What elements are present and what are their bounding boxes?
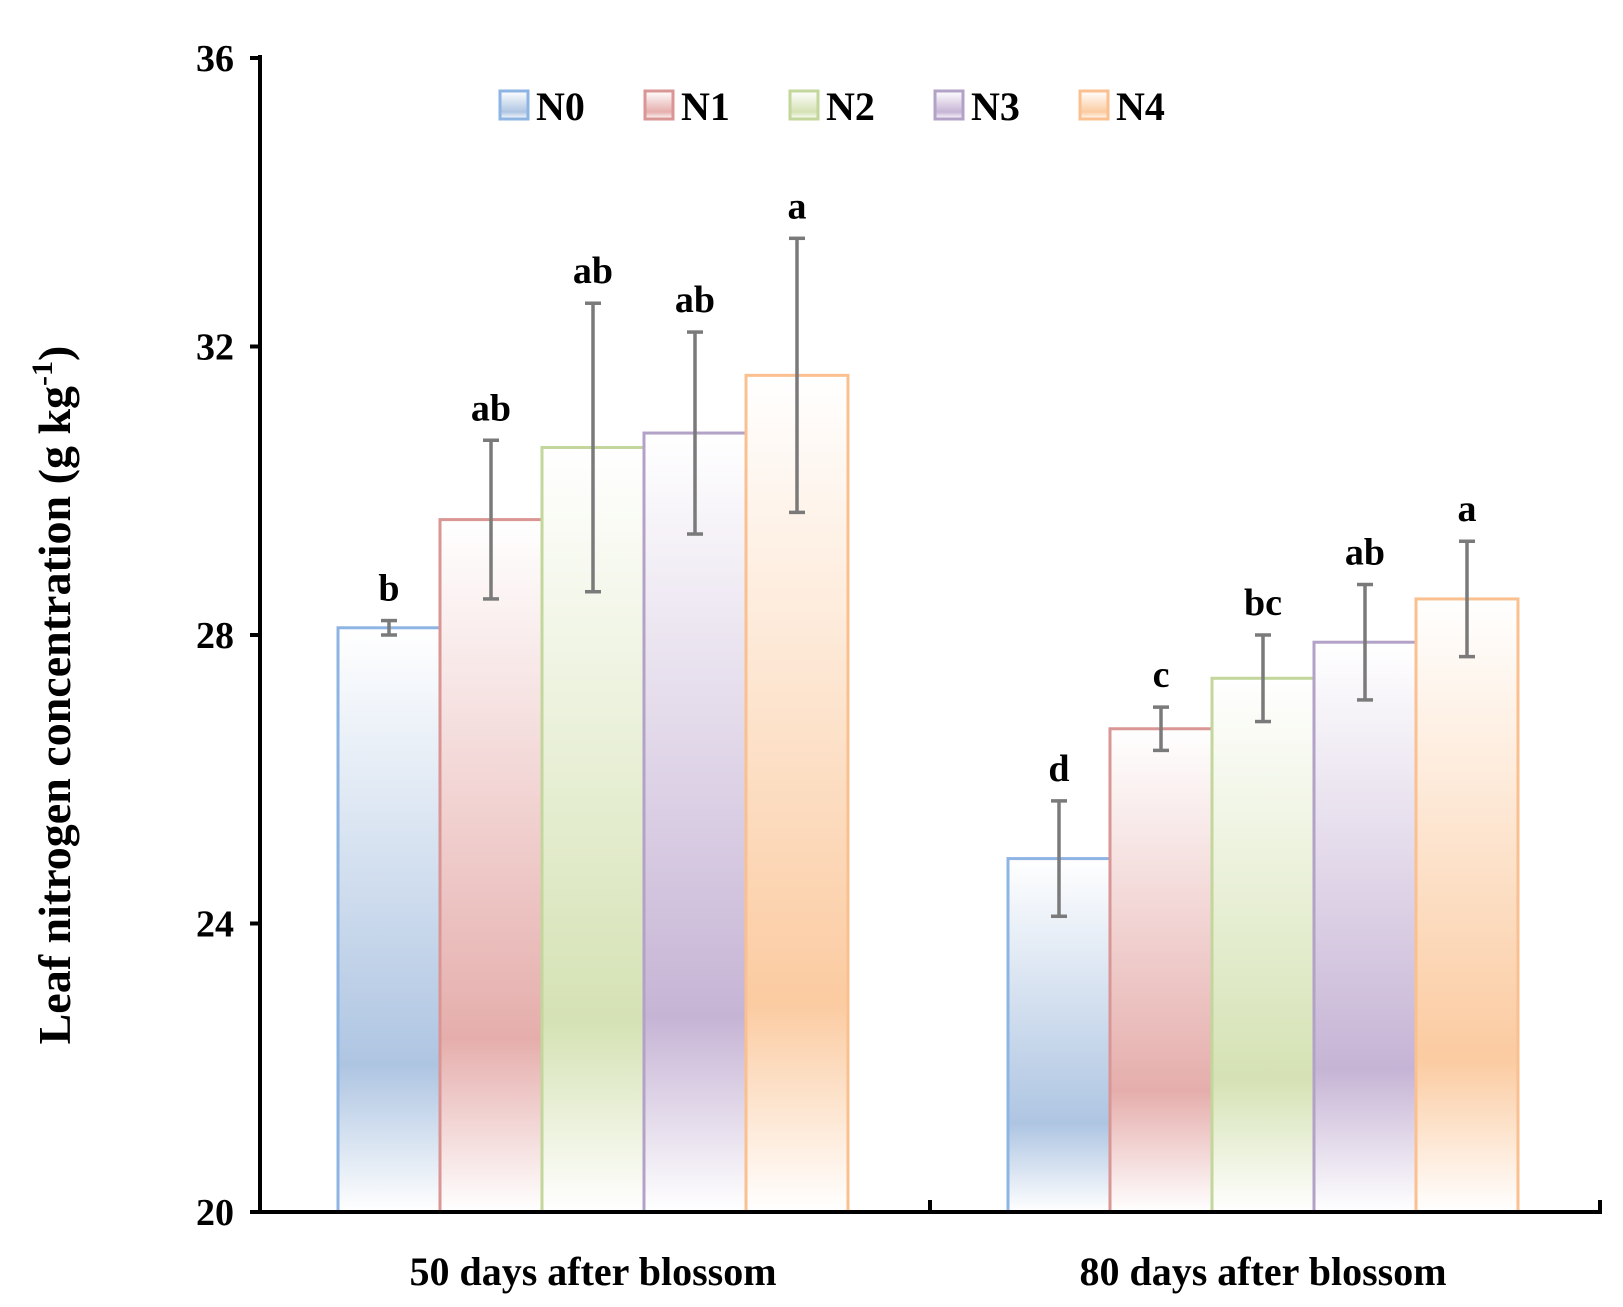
significance-letters: b ab ab ab a d c bc ab a: [378, 185, 1476, 790]
y-axis-label-main: Leaf nitrogen concentration (g kg: [29, 386, 80, 1044]
y-axis-label-suffix: ): [29, 346, 80, 361]
x-category-label: 80 days after blossom: [1079, 1249, 1446, 1294]
error-bar-n1-group-2: [1153, 705, 1169, 753]
error-bar-n2-group-2: [1255, 633, 1271, 724]
y-tick-label: 20: [196, 1192, 234, 1234]
sig-letter-n4-group-2: a: [1458, 488, 1477, 530]
bar-n0-group-1: [336, 626, 442, 1214]
sig-letter-n3-group-2: ab: [1345, 532, 1385, 574]
y-tick-label: 32: [196, 327, 234, 369]
legend-swatch-n3: [933, 89, 965, 121]
sig-letter-n0-group-2: d: [1048, 748, 1069, 790]
sig-letter-n1-group-2: c: [1153, 654, 1170, 696]
y-axis-label: Leaf nitrogen concentration (g kg-1): [26, 346, 80, 1045]
x-ticks: 50 days after blossom 80 days after bloss…: [409, 1200, 1602, 1294]
bar-n2-group-2: [1210, 676, 1316, 1214]
y-tick-label: 28: [196, 615, 234, 657]
sig-letter-n4-group-1: a: [788, 185, 807, 227]
legend-item-n0: N0: [498, 84, 585, 129]
legend-label-n4: N4: [1116, 84, 1165, 129]
sig-letter-n1-group-1: ab: [471, 387, 511, 429]
x-category-label: 50 days after blossom: [409, 1249, 776, 1294]
bar-n3-group-1: [642, 431, 748, 1214]
legend: N0 N1 N2 N3 N4: [498, 84, 1165, 129]
legend-swatch-n1: [643, 89, 675, 121]
sig-letter-n2-group-1: ab: [573, 250, 613, 292]
legend-item-n4: N4: [1078, 84, 1165, 129]
y-tick-label: 36: [196, 38, 234, 80]
bar-n4-group-1: [744, 373, 850, 1214]
legend-label-n3: N3: [971, 84, 1020, 129]
legend-label-n1: N1: [681, 84, 730, 129]
error-bar-n3-group-1: [687, 330, 703, 536]
bar-n3-group-2: [1312, 640, 1418, 1214]
legend-item-n2: N2: [788, 84, 875, 129]
error-bar-n3-group-2: [1357, 582, 1373, 702]
legend-swatch-n4: [1078, 89, 1110, 121]
y-ticks: 20 24 28 32 36: [196, 38, 260, 1234]
bar-n1-group-2: [1108, 727, 1214, 1214]
error-bar-n4-group-2: [1459, 539, 1475, 659]
y-tick-label: 24: [196, 904, 234, 946]
error-bars: [381, 236, 1475, 919]
bar-n4-group-2: [1414, 597, 1520, 1214]
error-bar-n0-group-2: [1051, 799, 1067, 919]
legend-swatch-n0: [498, 89, 530, 121]
legend-label-n2: N2: [826, 84, 875, 129]
legend-item-n1: N1: [643, 84, 730, 129]
bars: [336, 373, 1520, 1214]
sig-letter-n3-group-1: ab: [675, 279, 715, 321]
y-axis-label-superscript: -1: [26, 361, 59, 386]
bar-n1-group-1: [438, 518, 544, 1214]
error-bar-n2-group-1: [585, 301, 601, 594]
error-bar-n1-group-1: [483, 438, 499, 601]
legend-label-n0: N0: [536, 84, 585, 129]
legend-swatch-n2: [788, 89, 820, 121]
sig-letter-n2-group-2: bc: [1244, 582, 1282, 624]
error-bar-n0-group-1: [381, 618, 397, 637]
sig-letter-n0-group-1: b: [378, 568, 399, 610]
error-bar-n4-group-1: [789, 236, 805, 515]
legend-item-n3: N3: [933, 84, 1020, 129]
